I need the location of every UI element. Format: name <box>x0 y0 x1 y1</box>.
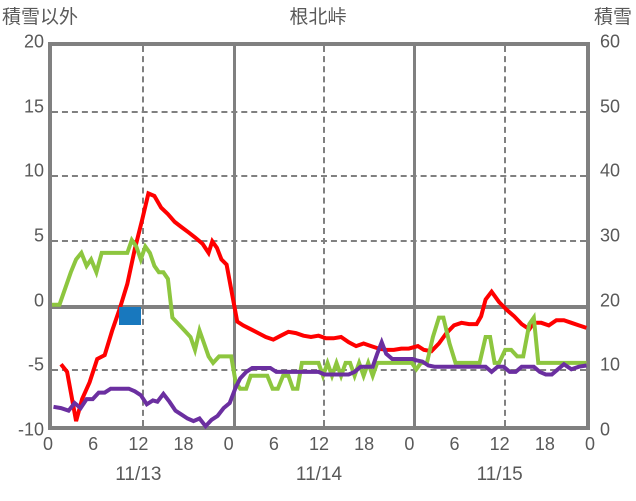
x-axis-tick-label: 0 <box>42 434 54 454</box>
x-axis-ticks: 0 6 12 18 0 6 12 18 0 6 12 18 0 <box>43 434 595 458</box>
y-axis-right-tick-label: 30 <box>600 225 621 246</box>
x-axis-tick-label: 12 <box>489 434 510 454</box>
y-axis-left-tick-label: -5 <box>27 354 44 375</box>
x-axis-tick-label: 18 <box>354 434 375 454</box>
x-axis-tick-label: 18 <box>173 434 194 454</box>
y-axis-left-tick-label: 15 <box>23 96 44 117</box>
horizontal-gridline <box>52 240 586 242</box>
y-axis-left-tick-label: 5 <box>33 225 44 246</box>
x-axis-tick-label: 0 <box>223 434 234 454</box>
x-axis-day-labels: 11/13 11/14 11/15 <box>48 464 590 492</box>
x-axis-day-label: 11/15 <box>476 464 523 485</box>
plot-area <box>48 42 590 430</box>
x-axis-tick-label: 6 <box>268 434 279 454</box>
right-axis-title: 積雪 <box>593 7 632 28</box>
x-axis-tick-label: 12 <box>308 434 330 454</box>
plot-inner <box>52 46 588 430</box>
x-axis-tick-label: 18 <box>534 434 555 454</box>
y-axis-right-tick-label: 20 <box>600 290 621 311</box>
y-axis-right-ticks: 60 50 40 30 20 10 0 <box>594 32 636 440</box>
y-axis-left-tick-label: 0 <box>33 290 44 311</box>
horizontal-gridline <box>52 110 586 113</box>
y-axis-left-tick-label: -10 <box>17 419 44 440</box>
chart-title: 根北峠 <box>289 7 347 28</box>
x-axis-tick-label: 0 <box>584 434 596 454</box>
x-axis-day-label: 11/14 <box>295 464 343 485</box>
series-line <box>53 336 587 430</box>
day-separator <box>232 46 236 426</box>
horizontal-gridline <box>52 369 586 372</box>
y-axis-left-tick-label: 10 <box>23 160 44 181</box>
vertical-gridline <box>142 46 145 426</box>
x-axis-tick-label: 6 <box>449 434 460 454</box>
day-separator <box>413 46 417 426</box>
y-axis-right-tick-label: 60 <box>600 31 621 52</box>
x-axis-day-label: 11/13 <box>115 464 162 485</box>
x-axis-tick-label: 0 <box>404 434 415 454</box>
vertical-gridline <box>503 46 506 426</box>
y-axis-left-tick-label: 20 <box>23 31 44 52</box>
y-axis-right-tick-label: 10 <box>600 354 621 375</box>
y-axis-right-tick-label: 40 <box>600 160 621 181</box>
left-axis-title: 積雪以外 <box>2 7 79 28</box>
y-axis-right-tick-label: 0 <box>600 419 611 440</box>
observation-marker <box>118 307 141 326</box>
x-axis-tick-label: 6 <box>88 434 99 454</box>
y-axis-left-ticks: 20 15 10 5 0 -5 -10 <box>0 32 44 440</box>
horizontal-gridline <box>52 175 586 178</box>
y-axis-right-tick-label: 50 <box>600 96 621 117</box>
vertical-gridline <box>323 46 325 426</box>
x-axis-tick-label: 12 <box>128 434 149 454</box>
